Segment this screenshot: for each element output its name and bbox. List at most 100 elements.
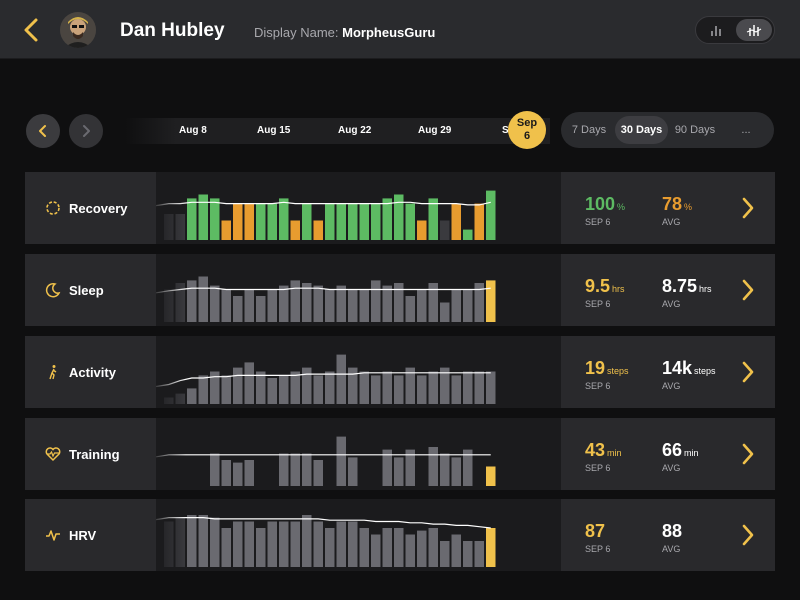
- metric-stats-button[interactable]: 19 steps SEP 6 14k steps AVG: [561, 336, 775, 408]
- chart-bar: [244, 521, 254, 567]
- chart-bar: [244, 289, 254, 322]
- back-button[interactable]: [18, 14, 46, 46]
- chart-bar: [474, 283, 484, 322]
- chart-fade: [156, 254, 186, 326]
- chart-bar: [256, 528, 266, 567]
- metric-label-button[interactable]: Training: [25, 418, 156, 490]
- bar-view-button[interactable]: [698, 19, 734, 41]
- chevron-right-icon: [742, 197, 754, 219]
- average-label: AVG: [662, 217, 681, 227]
- range-more[interactable]: ...: [741, 124, 751, 136]
- chart-bar: [325, 528, 335, 567]
- chart-bar: [198, 375, 208, 404]
- chart-bar: [486, 371, 496, 404]
- average-value: 66: [662, 440, 683, 460]
- chart-bar: [267, 289, 277, 322]
- trend-line: [156, 454, 491, 458]
- chart-bar: [302, 515, 312, 567]
- current-stat: 100% SEP 6: [585, 194, 625, 227]
- current-stat: 43 min SEP 6: [585, 440, 622, 473]
- metric-chart[interactable]: [156, 499, 561, 571]
- chart-bar: [267, 378, 277, 404]
- current-unit: steps: [607, 366, 629, 376]
- trend-view-button[interactable]: [736, 19, 772, 41]
- chart-bar: [463, 229, 473, 240]
- current-stat: 19 steps SEP 6: [585, 358, 629, 391]
- chart-bar: [210, 371, 220, 404]
- current-value: 19: [585, 358, 606, 378]
- metric-label-button[interactable]: Sleep: [25, 254, 156, 326]
- chart-bar: [233, 296, 243, 322]
- chart-bar: [417, 220, 427, 240]
- chart-bar: [371, 203, 381, 240]
- range-30-days[interactable]: 30 Days: [615, 116, 668, 144]
- metric-stats-button[interactable]: 87 SEP 6 88 AVG: [561, 499, 775, 571]
- average-label: AVG: [662, 463, 681, 473]
- average-value: 88: [662, 521, 683, 541]
- timeline-label: Aug 15: [257, 125, 291, 136]
- chart-bar: [486, 528, 496, 567]
- next-period-button[interactable]: [69, 114, 103, 148]
- chart-bar: [210, 453, 220, 486]
- metric-stats-button[interactable]: 43 min SEP 6 66 min AVG: [561, 418, 775, 490]
- chart-bar: [290, 371, 300, 404]
- current-date: SEP 6: [585, 217, 611, 227]
- current-value: 100: [585, 194, 616, 214]
- chart-bar: [198, 515, 208, 567]
- average-stat: 8.75 hrs AVG: [662, 276, 712, 309]
- metric-label-button[interactable]: Recovery: [25, 172, 156, 244]
- metric-stats-button[interactable]: 9.5 hrs SEP 6 8.75 hrs AVG: [561, 254, 775, 326]
- user-name: Dan Hubley: [120, 20, 225, 41]
- metric-chart[interactable]: [156, 254, 561, 326]
- range-90-days[interactable]: 90 Days: [674, 124, 716, 136]
- chart-bar: [336, 436, 346, 486]
- chart-bar: [210, 198, 220, 240]
- chart-bar: [440, 541, 450, 567]
- chart-bar: [359, 528, 369, 567]
- chart-bar: [221, 289, 231, 322]
- metric-label-button[interactable]: Activity: [25, 336, 156, 408]
- chart-bar: [290, 280, 300, 322]
- metric-chart[interactable]: [156, 336, 561, 408]
- chart-bar: [244, 460, 254, 486]
- chart-bar: [417, 530, 427, 567]
- chart-bar: [428, 283, 438, 322]
- chart-bar: [348, 289, 358, 322]
- current-date-marker[interactable]: Sep 6: [508, 111, 546, 149]
- chart-bar: [198, 194, 208, 240]
- avatar[interactable]: [60, 12, 96, 48]
- chart-bar: [359, 289, 369, 322]
- chart-bar: [382, 528, 392, 567]
- chart-bar: [451, 203, 461, 240]
- chart-bar: [348, 203, 358, 240]
- chart-bar: [405, 449, 415, 486]
- metric-chart[interactable]: [156, 172, 561, 244]
- chart-bar: [313, 375, 323, 404]
- prev-period-button[interactable]: [26, 114, 60, 148]
- metric-stats-button[interactable]: 100% SEP 6 78% AVG: [561, 172, 775, 244]
- metric-chart[interactable]: [156, 418, 561, 490]
- chart-bar: [394, 528, 404, 567]
- display-name-value: MorpheusGuru: [342, 25, 436, 40]
- metric-name: Recovery: [69, 201, 128, 216]
- date-timeline[interactable]: Aug 8 Aug 15 Aug 22 Aug 29 S: [125, 118, 550, 144]
- range-7-days[interactable]: 7 Days: [571, 124, 607, 136]
- chart-bar: [256, 203, 266, 240]
- moon-icon: [45, 282, 61, 298]
- pulse-icon: [45, 527, 61, 543]
- chart-bar: [394, 283, 404, 322]
- metric-label-button[interactable]: HRV: [25, 499, 156, 571]
- chart-bar: [187, 515, 197, 567]
- chart-bar: [279, 453, 289, 486]
- trend-line: [156, 372, 491, 388]
- user-avatar-icon: [60, 12, 96, 48]
- metric-bar-chart: [156, 254, 496, 326]
- chart-bar: [221, 220, 231, 240]
- chart-bar: [325, 289, 335, 322]
- chart-bar: [279, 198, 289, 240]
- chart-fade: [156, 336, 186, 408]
- metric-row-activity: Activity 19 steps SEP 6 14k steps AVG: [25, 336, 775, 408]
- chart-bar: [474, 203, 484, 240]
- trend-line: [156, 287, 491, 294]
- chart-bar: [325, 203, 335, 240]
